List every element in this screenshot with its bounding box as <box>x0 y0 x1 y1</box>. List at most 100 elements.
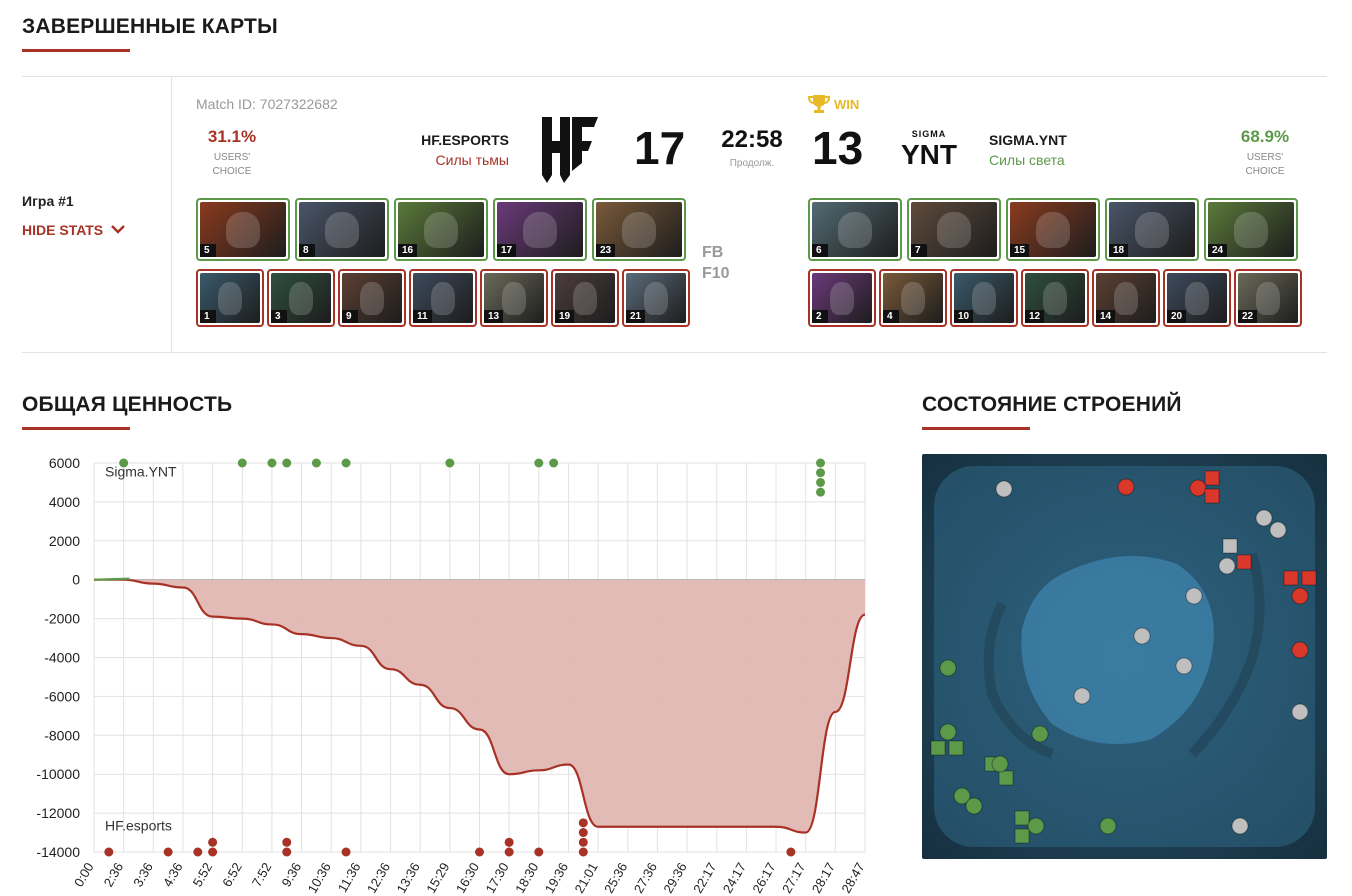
right-pick-hero[interactable]: 18 <box>1105 198 1199 261</box>
hero-order-number: 2 <box>812 310 828 323</box>
tower-marker <box>965 797 983 815</box>
hero-order-number: 20 <box>1167 310 1187 323</box>
left-ban-hero[interactable]: 9 <box>338 269 406 327</box>
series-label-top: Sigma.YNT <box>105 464 177 480</box>
radiant-kill-point <box>816 487 826 497</box>
right-ban-hero[interactable]: 14 <box>1092 269 1160 327</box>
completed-maps-title: ЗАВЕРШЕННЫЕ КАРТЫ <box>22 15 278 52</box>
buildings-title: СОСТОЯНИЕ СТРОЕНИЙ <box>922 393 1182 430</box>
hero-portrait <box>1025 273 1085 323</box>
barracks-marker <box>1283 570 1299 586</box>
net-worth-title-text: ОБЩАЯ ЦЕННОСТЬ <box>22 393 233 416</box>
x-tick-label: 17:30 <box>482 860 511 896</box>
x-tick-label: 28:17 <box>809 860 838 896</box>
hide-stats-button[interactable]: HIDE STATS <box>22 222 126 238</box>
first-ten-label: F10 <box>702 265 730 282</box>
users-choice-right-label: USERS' CHOICE <box>1225 151 1305 179</box>
dire-kill-point <box>578 818 588 828</box>
series-label-bottom: HF.esports <box>105 818 172 834</box>
x-tick-label: 27:17 <box>779 860 808 896</box>
map-river <box>1021 556 1214 744</box>
right-pick-hero[interactable]: 24 <box>1204 198 1298 261</box>
right-ban-hero[interactable]: 2 <box>808 269 876 327</box>
left-ban-hero[interactable]: 3 <box>267 269 335 327</box>
left-pick-hero[interactable]: 16 <box>394 198 488 261</box>
trophy-icon <box>808 95 830 113</box>
tower-marker <box>1269 521 1287 539</box>
hero-order-number: 5 <box>200 244 216 257</box>
users-choice-right: 68.9% USERS' CHOICE <box>1225 127 1305 179</box>
match-id: Match ID: 7027322682 <box>196 96 338 112</box>
tower-marker <box>1099 817 1117 835</box>
dire-kill-point <box>578 837 588 847</box>
x-tick-label: 12:36 <box>364 860 393 896</box>
radiant-kill-point <box>816 477 826 487</box>
tower-marker <box>1117 478 1135 496</box>
left-ban-hero[interactable]: 21 <box>622 269 690 327</box>
radiant-kill-point <box>534 458 544 468</box>
x-tick-label: 10:36 <box>305 860 334 896</box>
team-right-name[interactable]: SIGMA.YNT <box>989 132 1067 148</box>
net-worth-line-positive <box>93 577 130 581</box>
hero-order-number: 17 <box>497 244 517 257</box>
users-label-line2: CHOICE <box>212 166 252 177</box>
hide-stats-label: HIDE STATS <box>22 222 104 238</box>
right-ban-hero[interactable]: 10 <box>950 269 1018 327</box>
x-tick-label: 21:01 <box>571 860 600 896</box>
barracks-marker <box>1014 810 1030 826</box>
hero-order-number: 10 <box>954 310 974 323</box>
left-ban-hero[interactable]: 1 <box>196 269 264 327</box>
tower-marker <box>1031 725 1049 743</box>
barracks-marker <box>948 740 964 756</box>
hero-order-number: 21 <box>626 310 646 323</box>
hero-portrait <box>812 202 898 257</box>
y-tick-label: -6000 <box>44 688 80 704</box>
map-buildings <box>930 470 1317 844</box>
x-tick-label: 25:36 <box>601 860 630 896</box>
buildings-title-text: СОСТОЯНИЕ СТРОЕНИЙ <box>922 393 1182 416</box>
users-label-line2: CHOICE <box>1245 166 1285 177</box>
dire-kill-point <box>282 847 292 857</box>
hero-portrait <box>398 202 484 257</box>
y-tick-label: -14000 <box>36 844 80 860</box>
radiant-kill-point <box>311 458 321 468</box>
net-worth-line <box>94 578 866 834</box>
hero-portrait <box>626 273 686 323</box>
left-ban-hero[interactable]: 19 <box>551 269 619 327</box>
right-pick-hero[interactable]: 6 <box>808 198 902 261</box>
right-ban-hero[interactable]: 22 <box>1234 269 1302 327</box>
game-column: Игра #1 HIDE STATS <box>22 77 172 352</box>
logo-main-text: YNT <box>901 139 957 170</box>
barracks-marker <box>1204 470 1220 486</box>
left-pick-hero[interactable]: 8 <box>295 198 389 261</box>
x-tick-label: 15:29 <box>423 860 452 896</box>
hero-portrait <box>1167 273 1227 323</box>
hero-order-number: 9 <box>342 310 358 323</box>
title-underline <box>22 49 130 52</box>
team-left-name[interactable]: HF.ESPORTS <box>421 132 509 148</box>
right-ban-hero[interactable]: 4 <box>879 269 947 327</box>
team-right-score: 13 <box>812 122 864 174</box>
left-pick-hero[interactable]: 23 <box>592 198 686 261</box>
right-pick-hero[interactable]: 7 <box>907 198 1001 261</box>
hero-order-number: 7 <box>911 244 927 257</box>
win-badge: WIN <box>808 94 859 114</box>
y-tick-label: 4000 <box>49 494 80 510</box>
tower-marker <box>1185 587 1203 605</box>
net-worth-chart[interactable]: 6000 4000 2000 0 -2000 -4000 -6000 -8000 -10000 -… <box>0 440 900 896</box>
dire-kill-point <box>475 847 484 857</box>
tower-marker <box>1027 817 1045 835</box>
right-ban-hero[interactable]: 20 <box>1163 269 1231 327</box>
hero-portrait <box>299 202 385 257</box>
right-pick-hero[interactable]: 15 <box>1006 198 1100 261</box>
tower-marker <box>1231 817 1249 835</box>
right-ban-hero[interactable]: 12 <box>1021 269 1089 327</box>
hero-order-number: 15 <box>1010 244 1030 257</box>
team-left-score: 17 <box>634 122 686 174</box>
left-ban-hero[interactable]: 13 <box>480 269 548 327</box>
left-pick-hero[interactable]: 17 <box>493 198 587 261</box>
barracks-marker <box>1301 570 1317 586</box>
barracks-marker <box>998 770 1014 786</box>
left-pick-hero[interactable]: 5 <box>196 198 290 261</box>
left-ban-hero[interactable]: 11 <box>409 269 477 327</box>
